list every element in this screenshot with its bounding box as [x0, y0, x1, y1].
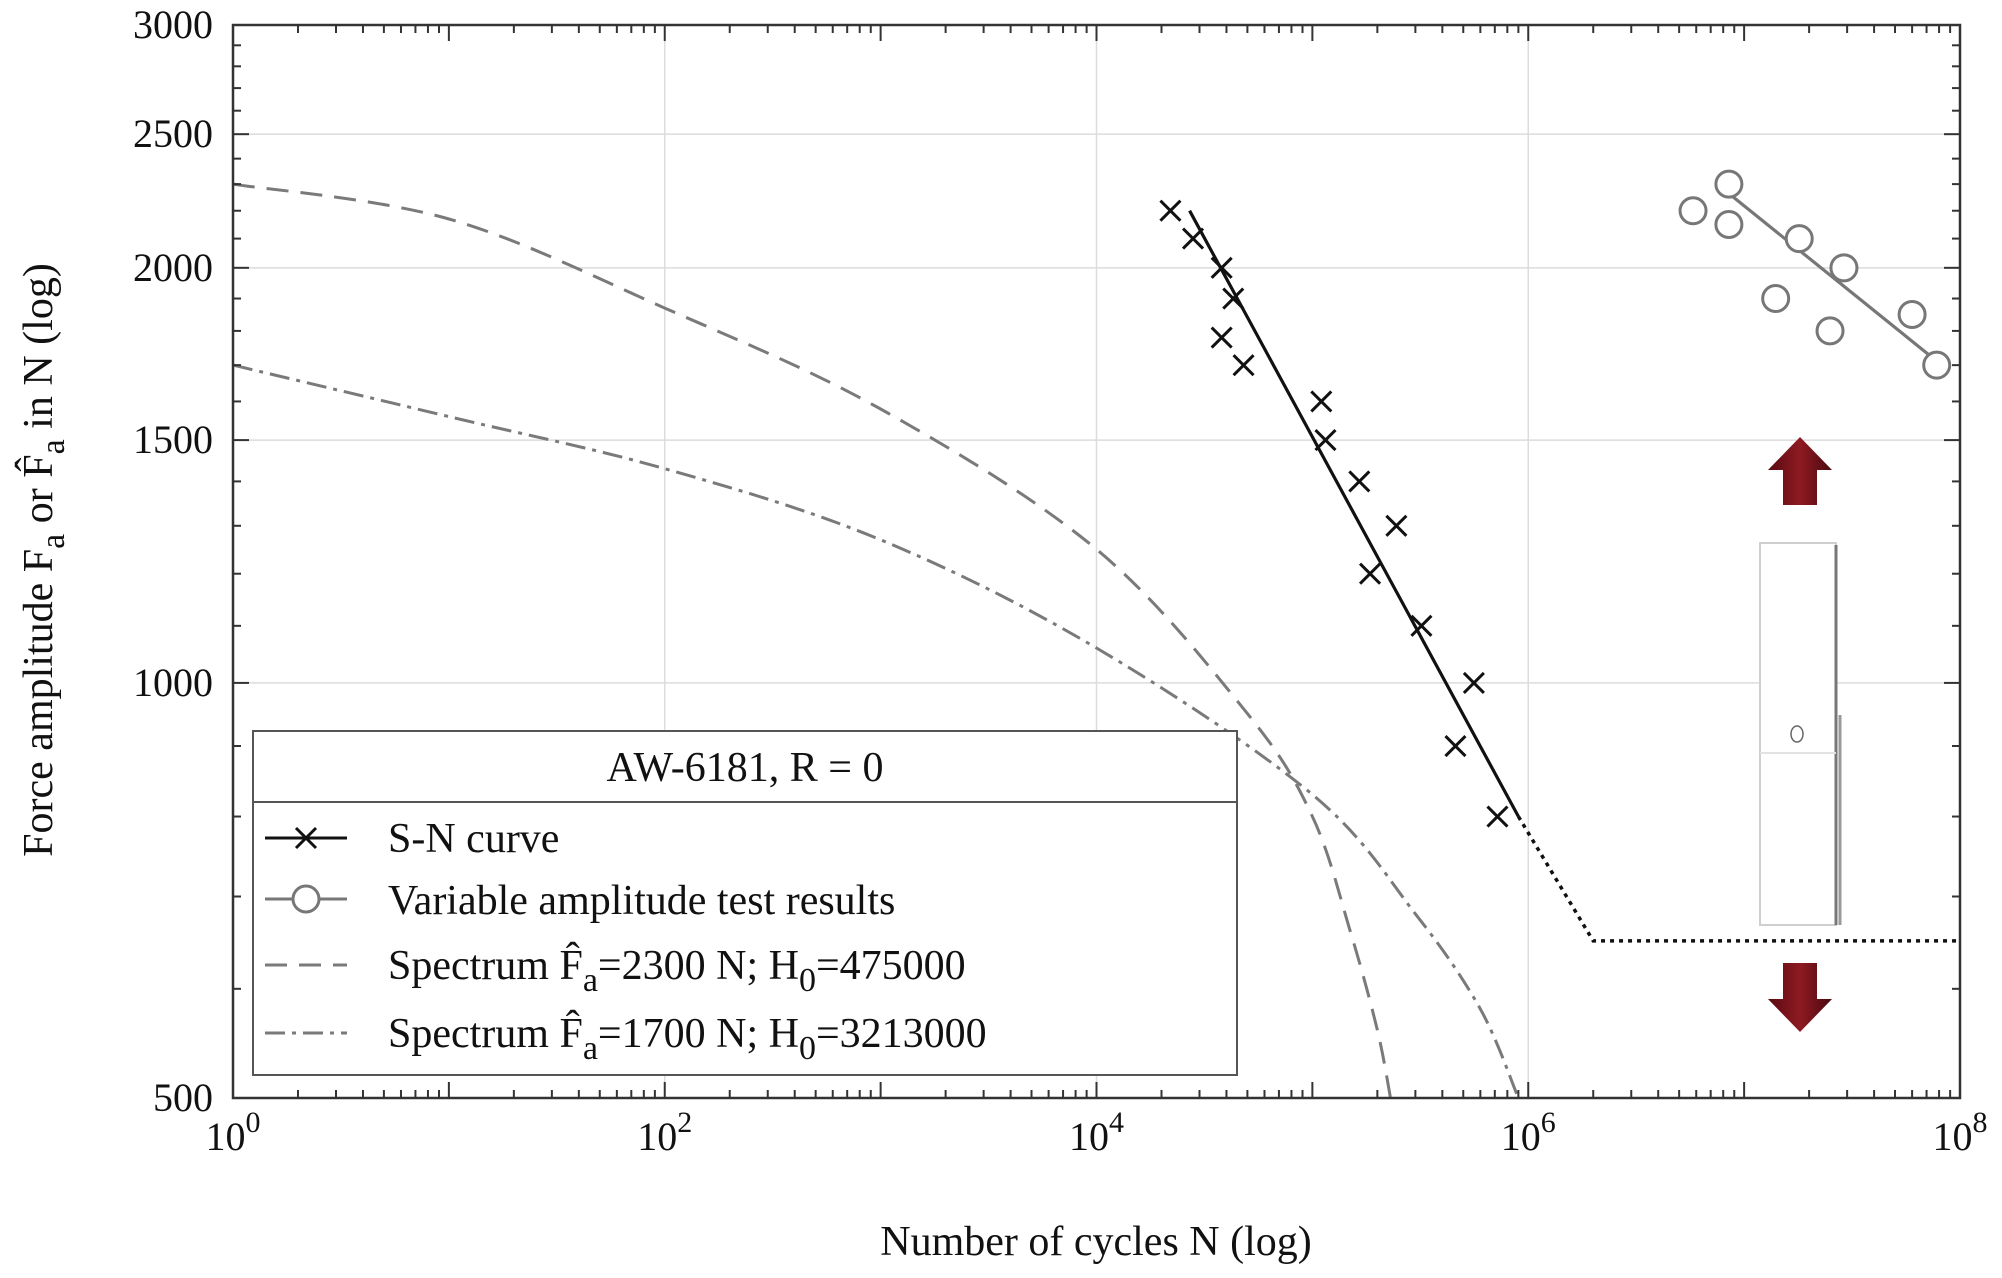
series-curve-dashdot [233, 363, 1520, 1098]
data-point-x [1159, 199, 1182, 222]
data-point-circle [1815, 316, 1845, 346]
data-point-x [1444, 734, 1467, 758]
data-point-x [1462, 671, 1485, 694]
data-point-circle [1829, 253, 1859, 283]
x-tick-label: 104 [1069, 1106, 1124, 1159]
arrow-up-icon [1768, 437, 1832, 505]
legend-entry-label: S-N curve [388, 816, 559, 862]
x-tick-label: 100 [206, 1106, 261, 1159]
data-point-x [1385, 514, 1408, 537]
data-point-circle [1922, 350, 1952, 380]
x-tick-labels: 100 102 104 106 108 [206, 1106, 1988, 1159]
data-point-x [1222, 287, 1245, 310]
data-point-x [1210, 256, 1233, 279]
legend-swatch-variable-amplitude [265, 884, 347, 914]
legend-entry-label: Spectrum F̂a=1700 N; H0=3213000 [388, 1009, 987, 1067]
legend-entry-label: Spectrum F̂a=2300 N; H0=475000 [388, 941, 966, 999]
data-point-circle [1678, 196, 1708, 226]
grid [233, 25, 1960, 1098]
y-tick-label: 2500 [133, 111, 213, 156]
y-tick-label: 3000 [133, 2, 213, 47]
series-line [1188, 209, 1520, 818]
series-curve-dashed [233, 182, 1392, 1098]
tick-marks [232, 24, 1960, 1099]
series-layer [233, 169, 1960, 1098]
x-tick-label: 102 [637, 1106, 692, 1159]
data-point-x [1210, 326, 1233, 349]
legend-swatch-sn-curve [265, 826, 347, 850]
legend: AW-6181, R = 0 S-N curve Variable amplit… [252, 730, 1238, 1076]
legend-box [252, 730, 1238, 1076]
y-tick-label: 2000 [133, 245, 213, 290]
data-point-x [1310, 390, 1333, 413]
y-tick-label: 1000 [133, 660, 213, 705]
arrow-down-icon [1768, 963, 1832, 1032]
data-point-x [1348, 470, 1371, 493]
data-point-x [1181, 227, 1205, 250]
x-tick-label: 106 [1501, 1106, 1556, 1159]
y-axis-title: Force amplitude Fa or F̂a in N (log) [14, 263, 72, 857]
data-point-circle [1897, 300, 1927, 330]
series-line-dotted [1516, 815, 1960, 943]
legend-entry-label: Variable amplitude test results [388, 878, 895, 924]
data-point-circle [1714, 210, 1744, 240]
y-tick-label: 1500 [133, 417, 213, 462]
data-point-circle [1784, 224, 1814, 254]
specimen-icon [1759, 542, 1842, 926]
legend-title: AW-6181, R = 0 [607, 745, 884, 791]
data-point-circle [1714, 169, 1744, 199]
data-point-x [1232, 354, 1255, 377]
series-line [1716, 182, 1935, 360]
y-tick-label: 500 [153, 1075, 213, 1120]
y-tick-labels: 500 1000 1500 2000 2500 3000 [133, 2, 213, 1120]
specimen-illustration [1759, 437, 1842, 1032]
data-point-x [1486, 805, 1509, 828]
data-point-circle [1761, 284, 1791, 314]
data-point-x [1358, 562, 1382, 585]
data-point-x [1410, 614, 1433, 637]
x-tick-label: 108 [1933, 1106, 1988, 1159]
x-axis-title: Number of cycles N (log) [880, 1219, 1312, 1265]
data-point-x [1314, 429, 1337, 452]
